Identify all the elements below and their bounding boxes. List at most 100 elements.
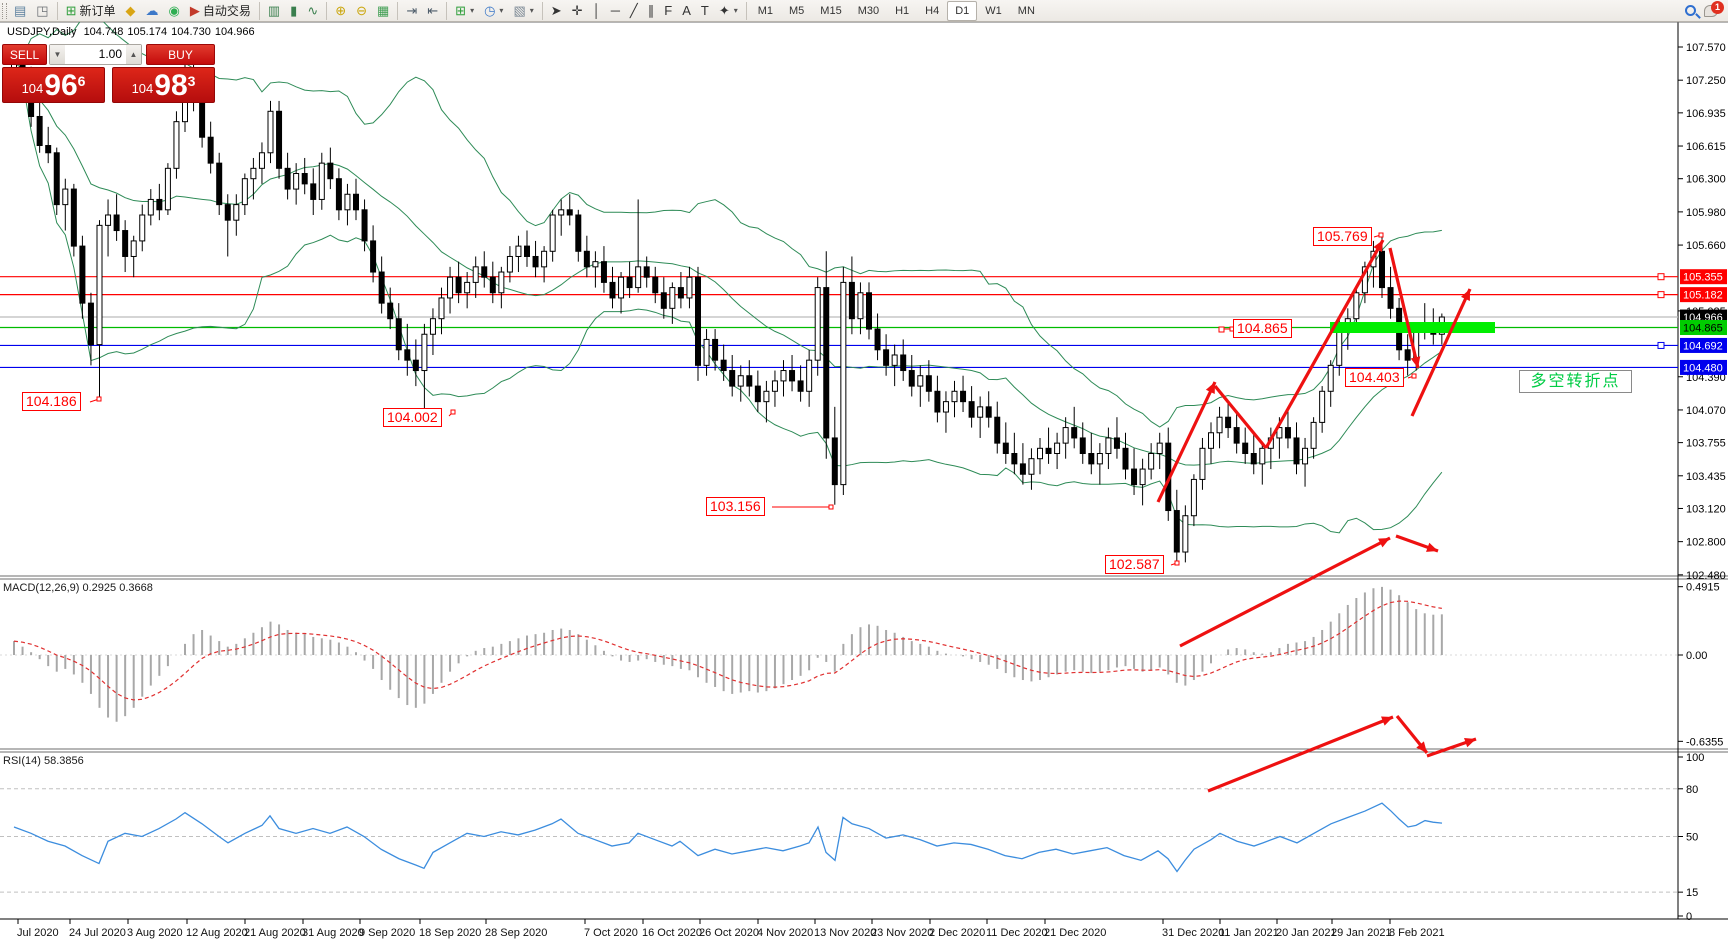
candle-body — [609, 281, 616, 299]
volume-up-icon[interactable]: ▲ — [126, 45, 141, 64]
hline-tool[interactable]: ─ — [606, 1, 625, 21]
crosshair-tool[interactable]: ✛ — [567, 1, 588, 21]
sell-price[interactable]: 104 96 6 — [2, 67, 105, 103]
svg-text:107.250: 107.250 — [1686, 75, 1726, 87]
trend-arrow-line[interactable] — [1213, 384, 1268, 450]
auto-scroll-icon[interactable]: ⇥ — [401, 1, 422, 21]
periods-button[interactable]: ◷ ▾ — [479, 1, 508, 21]
indicators-button-caret-icon[interactable]: ▾ — [470, 6, 475, 15]
chart-bars-icon[interactable]: ▥ — [263, 1, 285, 21]
chart-canvas[interactable]: 107.570 107.250 106.935 106.615 106.300 105.9… — [0, 6, 1728, 944]
candle-body — [498, 271, 505, 294]
tile-windows-icon[interactable]: ▦ — [372, 1, 394, 21]
timeframe-mn[interactable]: MN — [1017, 4, 1035, 17]
signals-icon[interactable]: ◉ — [164, 1, 185, 21]
chart-shift-icon[interactable]: ⇤ — [422, 1, 443, 21]
main-trend-arrows[interactable] — [1156, 239, 1472, 503]
rsi-trend-arrows[interactable] — [1207, 714, 1477, 793]
candle-body — [1173, 510, 1180, 553]
level-handle[interactable] — [1657, 291, 1665, 299]
chat-icon[interactable]: 1 — [1704, 0, 1724, 17]
timeframe-d1[interactable]: D1 — [947, 0, 978, 21]
highlight-bar[interactable] — [1330, 322, 1495, 334]
candle-body — [506, 255, 513, 273]
chart-window[interactable]: 107.570 107.250 106.935 106.615 106.300 105.9… — [0, 6, 1728, 944]
timeframe-w1[interactable]: W1 — [985, 4, 1002, 17]
buy-button[interactable]: BUY — [146, 44, 215, 65]
label-tool[interactable]: T — [696, 1, 714, 21]
data-preview-icon[interactable]: ◳ — [31, 1, 53, 21]
chart-line-icon[interactable]: ∿ — [302, 1, 323, 21]
svg-text:102.800: 102.800 — [1686, 537, 1726, 549]
open-value: 104.748 — [83, 26, 124, 38]
chart-candles-icon[interactable]: ▮ — [285, 1, 302, 21]
horizontal-levels[interactable] — [0, 273, 1678, 369]
trend-arrow-line[interactable] — [1207, 715, 1394, 793]
hline-tool: ─ — [610, 3, 620, 18]
arrowhead — [1410, 356, 1421, 368]
price-label-102.587[interactable]: 102.587 — [1105, 555, 1164, 574]
volume-down-icon[interactable]: ▼ — [50, 45, 65, 64]
date-label: 12 Aug 2020 — [186, 927, 248, 939]
trend-arrow-line[interactable] — [1388, 247, 1420, 369]
candle-body — [199, 100, 206, 138]
svg-text:104.865: 104.865 — [1683, 323, 1723, 335]
candle-body — [241, 178, 248, 206]
timeframe-h1[interactable]: H1 — [895, 4, 910, 17]
date-axis[interactable]: Jul 2020 24 Jul 2020 3 Aug 2020 12 Aug 2020… — [17, 919, 1445, 939]
indicators-button[interactable]: ⊞ ▾ — [450, 1, 479, 21]
sell-button[interactable]: SELL — [2, 44, 47, 65]
timeframe-m30[interactable]: M30 — [857, 4, 880, 17]
timeframe-h4[interactable]: H4 — [925, 4, 940, 17]
trend-arrow-line[interactable] — [1156, 381, 1217, 503]
trend-arrow-line[interactable] — [1179, 536, 1391, 648]
candle-body — [917, 375, 924, 387]
timeframe-m1[interactable]: M1 — [757, 4, 774, 17]
timeframe-m15[interactable]: M15 — [820, 4, 842, 17]
cursor-tool[interactable]: ➤ — [546, 1, 567, 21]
price-label-103.156[interactable]: 103.156 — [706, 497, 765, 516]
channel-tool[interactable]: ∥ — [643, 1, 660, 21]
price-label-104.865[interactable]: 104.865 — [1233, 319, 1292, 338]
vline-tool[interactable]: │ — [588, 1, 606, 21]
volume-value[interactable]: 1.00 — [98, 47, 122, 61]
gold-icon[interactable]: ◆ — [121, 1, 141, 21]
shapes-tool-caret-icon[interactable]: ▾ — [733, 6, 738, 15]
text-tool[interactable]: A — [677, 1, 696, 21]
price-label-104.002[interactable]: 104.002 — [383, 408, 442, 427]
candle-body — [327, 162, 334, 180]
candle-body — [173, 121, 180, 169]
trend-arrow-line[interactable] — [1264, 239, 1385, 449]
volume-stepper[interactable]: ▼ 1.00 ▲ — [49, 44, 142, 65]
price-label-104.403[interactable]: 104.403 — [1345, 368, 1404, 387]
templates-button[interactable]: ▧ ▾ — [508, 1, 538, 21]
cursor-tool: ➤ — [550, 3, 562, 18]
zoom-in-icon[interactable]: ⊕ — [330, 1, 351, 21]
templates-button-caret-icon[interactable]: ▾ — [529, 6, 534, 15]
timeframe-m5[interactable]: M5 — [789, 4, 805, 17]
candle-body — [1071, 427, 1078, 439]
search-icon[interactable] — [1685, 5, 1696, 16]
periods-button-caret-icon[interactable]: ▾ — [499, 6, 504, 15]
note-box-bull-bear-turning-point[interactable]: 多空转折点 — [1519, 370, 1632, 393]
shapes-tool[interactable]: ✦ ▾ — [714, 1, 743, 21]
buy-price[interactable]: 104 98 3 — [112, 67, 215, 103]
trendline-tool[interactable]: ╱ — [625, 1, 643, 21]
market-icon[interactable]: ☁ — [141, 1, 164, 21]
price-label-104.186[interactable]: 104.186 — [22, 392, 81, 411]
zoom-out-icon[interactable]: ⊖ — [351, 1, 372, 21]
trend-arrow-line[interactable] — [1410, 288, 1472, 417]
autotrading-button[interactable]: ▶ 自动交易 — [185, 1, 256, 21]
level-handle[interactable] — [1657, 341, 1665, 349]
fibonacci-tool[interactable]: F — [659, 1, 677, 21]
date-label: 24 Jul 2020 — [69, 927, 126, 939]
candle-body — [883, 349, 890, 366]
chart-window-icon[interactable]: ▤ — [9, 1, 31, 21]
new-order-button[interactable]: ⊞ 新订单 — [61, 1, 121, 21]
candle-body — [541, 250, 548, 268]
candle-body — [874, 328, 881, 351]
level-handle[interactable] — [1657, 273, 1665, 281]
price-label-105.769[interactable]: 105.769 — [1313, 227, 1372, 246]
candle-body — [1139, 468, 1146, 486]
macd-trend-arrows[interactable] — [1179, 534, 1439, 648]
